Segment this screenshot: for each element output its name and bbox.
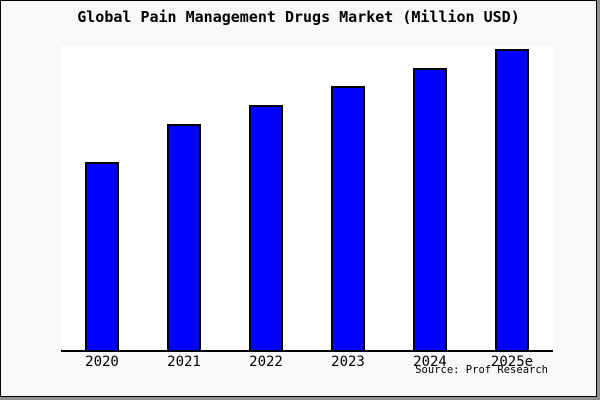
bar-2023 — [331, 86, 365, 350]
x-tick-label-2023: 2023 — [331, 354, 365, 370]
bar-2022 — [249, 105, 283, 350]
bar-slot-2024 — [389, 46, 471, 350]
chart-title: Global Pain Management Drugs Market (Mil… — [77, 8, 520, 26]
bar-2020 — [85, 162, 119, 350]
bar-2021 — [167, 124, 201, 350]
bar-slot-2020 — [61, 46, 143, 350]
x-tick-label-2024: 2024 — [413, 354, 447, 370]
bar-slot-2022 — [225, 46, 307, 350]
source-note: Source: Prof Research — [415, 364, 548, 376]
x-axis-labels: 2020 2021 2022 2023 2024 2025e — [61, 355, 553, 370]
x-tick-label-2020: 2020 — [85, 354, 119, 370]
bar-slot-2023 — [307, 46, 389, 350]
bar-2025e — [495, 49, 529, 350]
bar-slot-2025e — [471, 46, 553, 350]
bar-2024 — [413, 68, 447, 350]
bar-slot-2021 — [143, 46, 225, 350]
x-tick-label-2025e: 2025e — [490, 354, 534, 370]
x-tick-label-2022: 2022 — [249, 354, 283, 370]
x-tick-label-2021: 2021 — [167, 354, 201, 370]
plot-area — [61, 46, 553, 352]
